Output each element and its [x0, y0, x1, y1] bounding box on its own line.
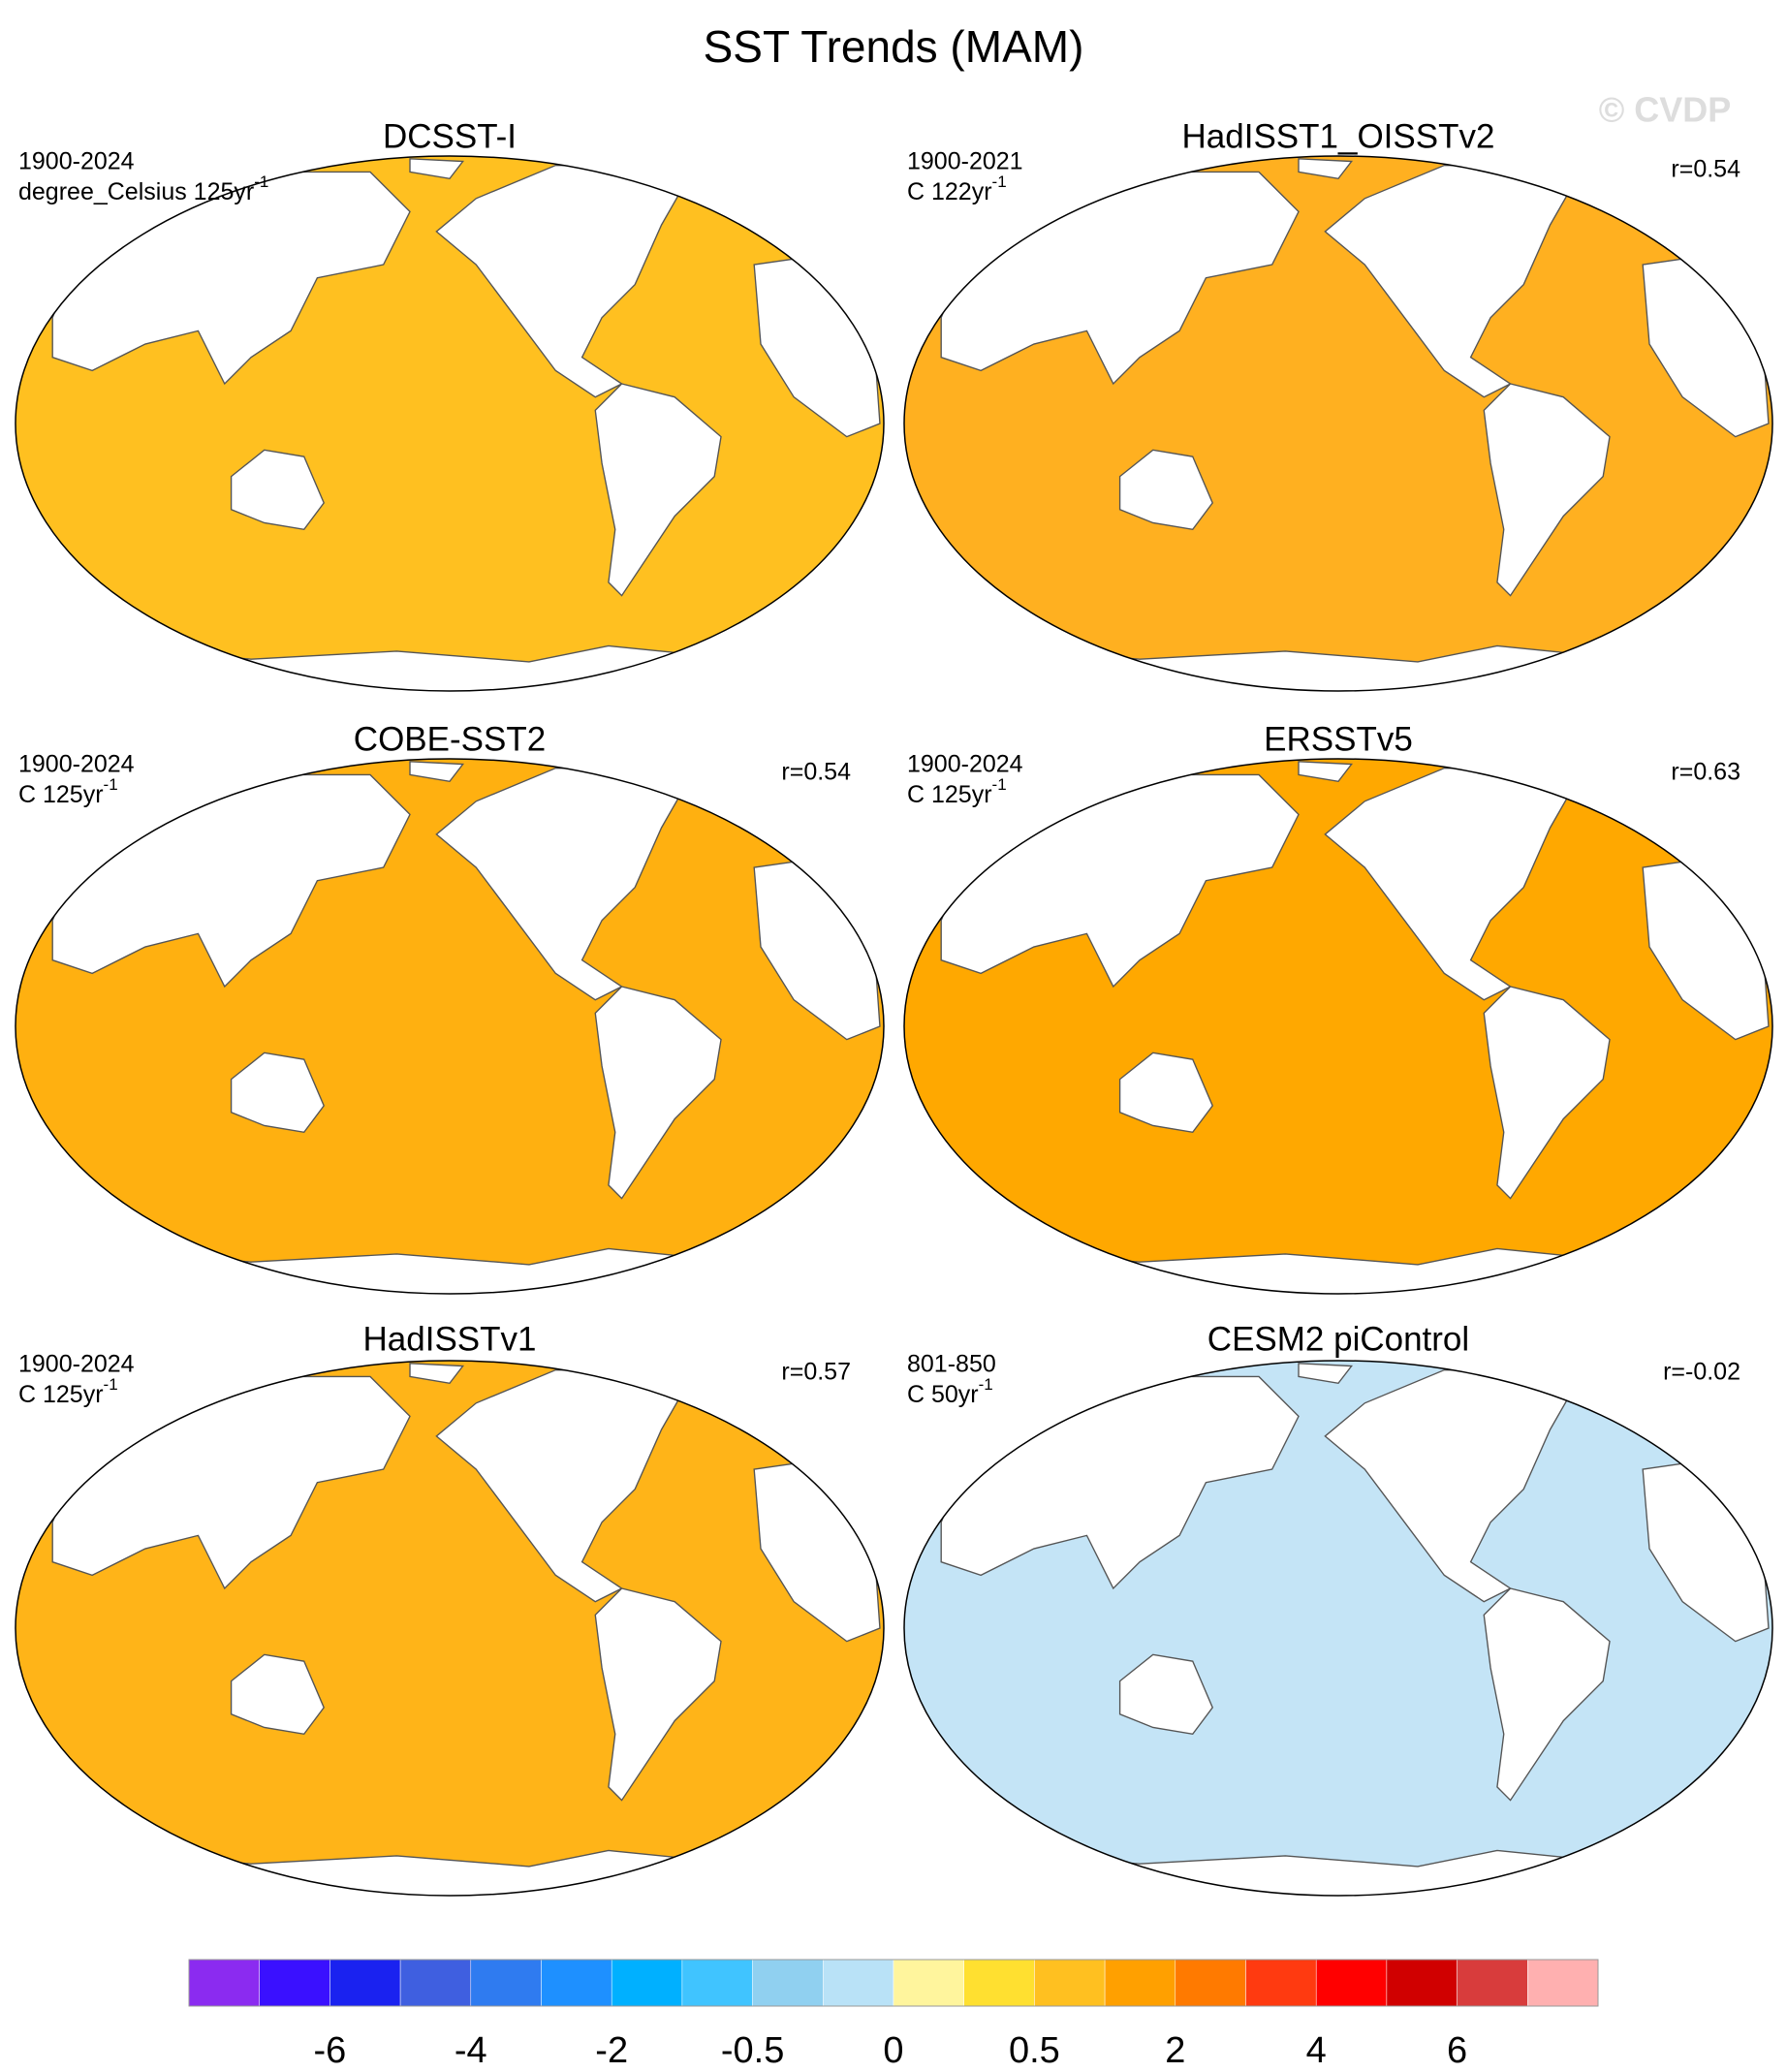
watermark: © CVDP	[1599, 90, 1732, 130]
units-text: degree_Celsius 125yr	[18, 178, 254, 205]
period: 1900-2024	[907, 751, 1023, 778]
map-panel	[903, 1360, 1773, 1897]
units-sup: -1	[104, 1375, 118, 1394]
colorbar-box	[1175, 1959, 1246, 2007]
colorbar-box	[681, 1959, 753, 2007]
map-panel	[903, 155, 1773, 692]
colorbar-box	[399, 1959, 472, 2007]
panel-title: COBE-SST2	[354, 720, 546, 758]
units-sup: -1	[254, 173, 268, 191]
colorbar-label: -6	[314, 2030, 347, 2071]
correlation: r=0.54	[781, 759, 851, 786]
units-text: C 125yr	[907, 781, 992, 808]
panel-title: ERSSTv5	[1264, 720, 1413, 758]
colorbar-box	[1315, 1959, 1388, 2007]
colorbar-box	[188, 1959, 260, 2007]
units: C 125yr-1	[907, 775, 1007, 807]
units: degree_Celsius 125yr-1	[18, 173, 268, 204]
map-border	[903, 1360, 1773, 1897]
colorbar-label: 4	[1306, 2030, 1327, 2071]
colorbar-box	[541, 1959, 612, 2007]
units-sup: -1	[992, 775, 1007, 794]
map-panel	[15, 1360, 885, 1897]
map-border	[15, 155, 885, 692]
map-border	[15, 1360, 885, 1897]
colorbar-box	[823, 1959, 894, 2007]
units-text: C 125yr	[18, 1381, 104, 1408]
colorbar-frame	[188, 1959, 1599, 2007]
colorbar-label: -4	[455, 2030, 487, 2071]
period: 801-850	[907, 1351, 996, 1378]
colorbar-box	[1034, 1959, 1106, 2007]
panel-title: DCSST-I	[383, 117, 517, 155]
units-sup: -1	[979, 1375, 993, 1394]
colorbar-label: -0.5	[721, 2030, 784, 2071]
correlation: r=0.54	[1671, 156, 1740, 183]
colorbar-box	[611, 1959, 683, 2007]
correlation: r=0.63	[1671, 759, 1740, 786]
colorbar-box	[893, 1959, 964, 2007]
units-sup: -1	[104, 775, 118, 794]
colorbar-box	[1104, 1959, 1176, 2007]
units: C 50yr-1	[907, 1375, 993, 1407]
units-text: C 122yr	[907, 178, 992, 205]
map-border	[903, 155, 1773, 692]
map-panel	[15, 155, 885, 692]
panel-title: HadISST1_OISSTv2	[1182, 117, 1495, 155]
colorbar-label: 0.5	[1009, 2030, 1060, 2071]
colorbar-box	[1527, 1959, 1599, 2007]
colorbar-box	[752, 1959, 824, 2007]
figure-title: SST Trends (MAM)	[704, 21, 1084, 72]
period: 1900-2024	[18, 1351, 135, 1378]
units: C 125yr-1	[18, 775, 118, 807]
map-border	[15, 758, 885, 1295]
colorbar-box	[259, 1959, 330, 2007]
colorbar-label: 0	[883, 2030, 903, 2071]
map-border	[903, 758, 1773, 1295]
colorbar-box	[470, 1959, 542, 2007]
colorbar-box	[1245, 1959, 1317, 2007]
period: 1900-2024	[18, 751, 135, 778]
period: 1900-2024	[18, 148, 135, 175]
correlation: r=0.57	[781, 1359, 851, 1386]
map-panel	[903, 758, 1773, 1295]
correlation: r=-0.02	[1663, 1359, 1740, 1386]
colorbar-label: -2	[595, 2030, 628, 2071]
colorbar-box	[1386, 1959, 1458, 2007]
panel-title: HadISSTv1	[363, 1320, 537, 1358]
colorbar-label: 6	[1447, 2030, 1467, 2071]
units: C 122yr-1	[907, 173, 1007, 204]
map-panel	[15, 758, 885, 1295]
units-text: C 125yr	[18, 781, 104, 808]
colorbar-box	[329, 1959, 401, 2007]
colorbar-label: 2	[1165, 2030, 1185, 2071]
units-sup: -1	[992, 173, 1007, 191]
panel-title: CESM2 piControl	[1207, 1320, 1469, 1358]
colorbar-box	[963, 1959, 1035, 2007]
units-text: C 50yr	[907, 1381, 979, 1408]
period: 1900-2021	[907, 148, 1023, 175]
colorbar-box	[1457, 1959, 1528, 2007]
units: C 125yr-1	[18, 1375, 118, 1407]
